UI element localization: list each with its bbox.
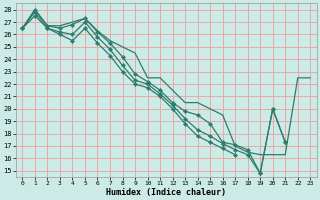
- X-axis label: Humidex (Indice chaleur): Humidex (Indice chaleur): [106, 188, 226, 197]
